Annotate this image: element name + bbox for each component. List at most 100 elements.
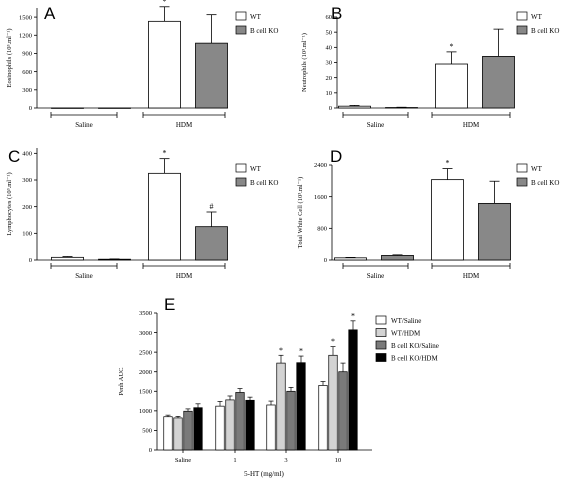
legend-label: WT: [531, 13, 543, 21]
legend-swatch: [375, 328, 387, 337]
y-axis-label: Penh AUC: [118, 368, 125, 396]
legend-swatch: [375, 315, 387, 325]
x-tick-label: 1: [233, 457, 236, 464]
bar: [482, 56, 515, 109]
y-tick-label: 0: [29, 105, 32, 112]
y-tick-label: 1200: [19, 32, 32, 39]
y-tick-label: 400: [22, 151, 32, 158]
y-tick-label: 3500: [139, 310, 152, 317]
bar: [334, 257, 367, 261]
y-tick-label: 3000: [139, 330, 152, 337]
y-tick-label: 1000: [139, 408, 152, 415]
y-tick-label: 300: [22, 87, 32, 94]
legend-swatch: [235, 177, 247, 187]
x-tick-label: 3: [284, 457, 287, 464]
panel-letter: C: [8, 147, 20, 166]
y-tick-label: 1500: [139, 388, 152, 395]
legend-label: WT: [531, 165, 543, 173]
y-tick-label: 600: [22, 69, 32, 76]
bar: [338, 371, 348, 451]
legend-label: B cell KO: [250, 27, 278, 35]
y-tick-label: 800: [317, 226, 327, 233]
legend-label: WT/HDM: [391, 330, 421, 338]
bar: [215, 405, 225, 451]
legend-label: WT: [250, 165, 262, 173]
y-tick-label: 40: [326, 45, 333, 52]
legend-swatch: [235, 11, 247, 21]
group-label: HDM: [176, 272, 193, 280]
y-tick-label: 20: [326, 75, 333, 82]
significance-marker: *: [163, 149, 167, 158]
y-tick-label: 30: [326, 60, 333, 67]
panel-letter: D: [330, 147, 342, 166]
y-tick-label: 10: [326, 90, 333, 97]
bar: [51, 256, 84, 261]
y-tick-label: 100: [22, 231, 32, 238]
legend-label: WT/Saline: [391, 317, 421, 325]
significance-marker: *: [450, 42, 454, 51]
bar: [478, 202, 511, 261]
y-tick-label: 60: [326, 14, 333, 21]
legend-label: B cell KO: [531, 179, 559, 187]
group-label: Saline: [367, 272, 385, 280]
y-tick-label: 2400: [314, 162, 327, 169]
bar: [148, 20, 181, 109]
group-label: HDM: [463, 121, 480, 129]
x-axis-label: 5-HT (mg/ml): [244, 470, 284, 478]
bar: [266, 404, 276, 451]
y-tick-label: 1600: [314, 194, 327, 201]
significance-marker: *: [163, 0, 167, 6]
y-tick-label: 0: [29, 257, 32, 264]
legend-swatch: [516, 25, 528, 35]
significance-marker: *: [446, 159, 450, 168]
legend-swatch: [516, 177, 528, 187]
y-axis-label: Eosinophils (10³.ml⁻¹): [6, 29, 13, 88]
legend-label: B cell KO/HDM: [391, 355, 438, 363]
panel-letter: E: [164, 295, 175, 314]
group-label: Saline: [75, 121, 93, 129]
group-label: Saline: [367, 121, 385, 129]
bar: [431, 179, 464, 261]
bar: [286, 390, 296, 451]
legend-swatch: [516, 11, 528, 21]
panel-letter: B: [331, 4, 342, 23]
significance-marker: *: [351, 311, 355, 320]
legend-swatch: [235, 25, 247, 35]
bar: [163, 416, 173, 451]
bar: [381, 255, 414, 261]
y-tick-label: 1500: [19, 14, 32, 21]
group-label: Saline: [75, 272, 93, 280]
legend-swatch: [235, 163, 247, 173]
bar: [235, 392, 245, 451]
significance-marker: *: [299, 347, 303, 356]
bar: [348, 329, 358, 451]
panel-letter: A: [44, 4, 56, 23]
legend-label: B cell KO/Saline: [391, 342, 439, 350]
y-axis-label: Lymphocytes (10³.ml⁻¹): [6, 172, 13, 235]
y-axis-label: Total White Cell (10³.ml⁻¹): [297, 177, 304, 248]
y-tick-label: 0: [149, 447, 152, 454]
bar: [225, 399, 235, 451]
significance-marker: *: [331, 337, 335, 346]
bar: [318, 385, 328, 451]
legend-swatch: [375, 353, 387, 362]
bar: [245, 399, 255, 451]
y-tick-label: 50: [326, 29, 333, 36]
legend-label: B cell KO: [250, 179, 278, 187]
legend-swatch: [375, 340, 387, 350]
significance-marker: *: [279, 346, 283, 355]
y-tick-label: 200: [22, 204, 32, 211]
bar: [195, 42, 228, 109]
group-label: HDM: [463, 272, 480, 280]
y-tick-label: 2000: [139, 369, 152, 376]
y-tick-label: 500: [142, 428, 152, 435]
y-tick-label: 2500: [139, 349, 152, 356]
bar: [296, 362, 306, 451]
bar: [193, 407, 203, 451]
bar: [338, 105, 371, 109]
y-tick-label: 900: [22, 51, 32, 58]
significance-marker: #: [210, 202, 214, 211]
bar: [276, 362, 286, 451]
bar: [173, 417, 183, 451]
